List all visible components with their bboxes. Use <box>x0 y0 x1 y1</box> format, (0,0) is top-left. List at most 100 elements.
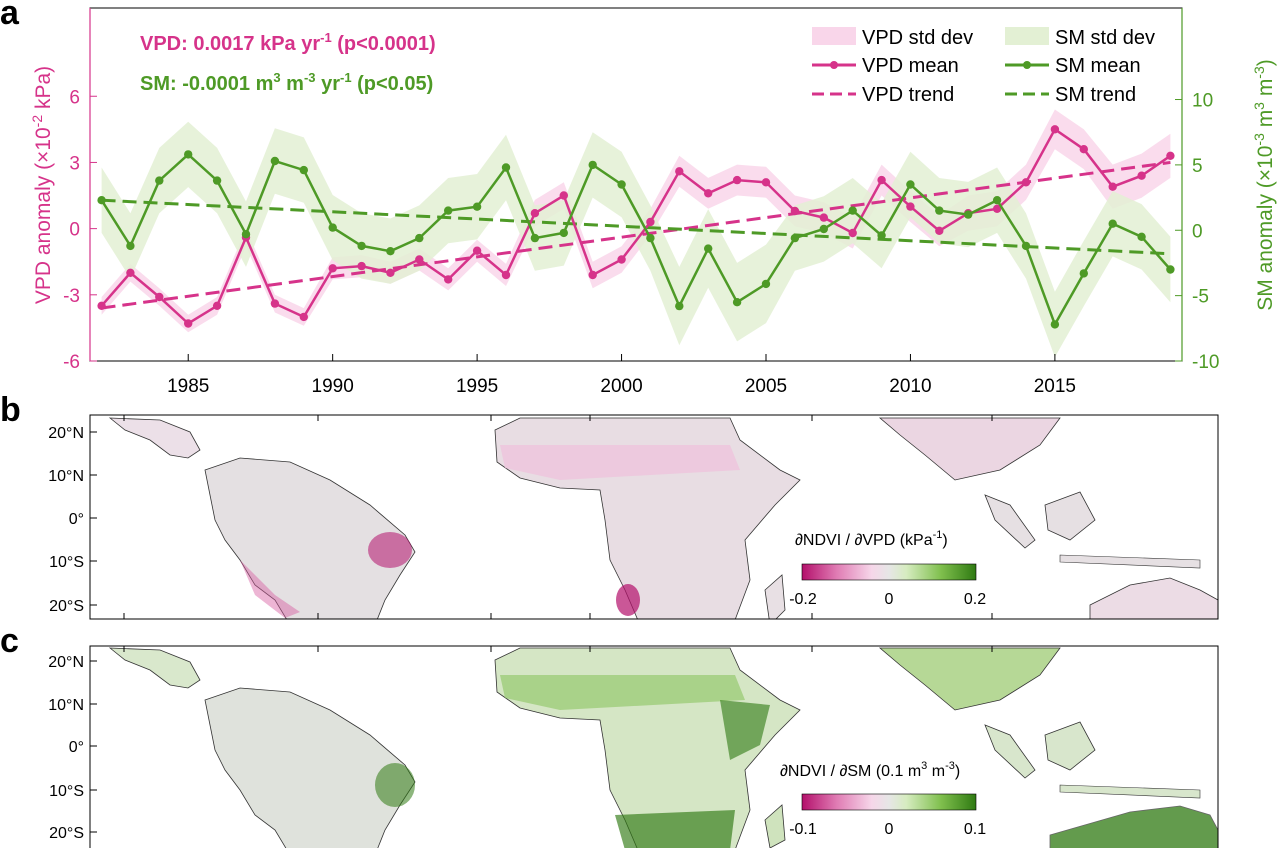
vpd-point <box>1108 182 1117 191</box>
lat-tick-label: 0° <box>69 739 84 756</box>
legend-swatch-vpd-std <box>812 27 856 45</box>
colorbar-b-tick-max: 0.2 <box>964 591 986 608</box>
vpd-point <box>935 226 944 235</box>
panel-b-frame <box>89 414 1219 620</box>
vpd-point <box>97 301 106 310</box>
map-c-brazil-hotspot <box>375 763 415 807</box>
map-c-sahel-band <box>500 675 745 710</box>
colorbar-c-tick-mid: 0 <box>885 821 894 838</box>
y-right-tick-label: 5 <box>1192 156 1203 177</box>
vpd-point <box>299 312 308 322</box>
legend-swatch-sm-std <box>1005 27 1049 45</box>
map-c-australia <box>1049 805 1218 848</box>
panel-b-map: 20°N 10°N 0° 10°S 20°S ∂NDVI / ∂VPD (kPa-1) … <box>48 414 1219 620</box>
sm-point <box>1137 232 1146 241</box>
map-b-central-america <box>108 417 201 459</box>
sm-point <box>646 233 655 243</box>
panel-a-timeseries: 1985 1990 1995 2000 2005 2010 2015 -6 -3 0 3 6 -10 -5… <box>29 7 1277 397</box>
map-c-borneo <box>1044 721 1096 771</box>
panel-c-map: 20°N 10°N 0° 10°S 20°S ∂NDVI / ∂SM (0.1 m3 m… <box>48 645 1219 848</box>
colorbar-b-tick-min: -0.2 <box>789 591 817 608</box>
map-b-sahel-band <box>500 445 740 480</box>
x-tick-label: 2000 <box>600 376 642 397</box>
sm-point <box>1166 265 1175 274</box>
y-right-tick-label: 0 <box>1192 221 1203 242</box>
vpd-point <box>212 301 222 310</box>
map-b-india <box>878 417 1061 481</box>
sm-point <box>328 223 337 232</box>
sm-point <box>1108 219 1117 228</box>
vpd-point <box>328 264 337 273</box>
legend-label-vpd-trend: VPD trend <box>862 84 954 106</box>
panel-letter-c: c <box>0 622 19 660</box>
x-tick-label: 2005 <box>745 376 787 397</box>
sm-point <box>530 233 540 243</box>
sm-point <box>877 231 886 240</box>
x-tick-label: 2010 <box>889 376 931 397</box>
trend-lines <box>101 160 1171 310</box>
sm-point <box>126 241 135 251</box>
sm-point <box>501 163 511 172</box>
vpd-point <box>530 209 540 218</box>
map-c-sumatra <box>984 724 1036 779</box>
vpd-point <box>444 275 453 284</box>
vpd-point <box>617 255 626 264</box>
y-right-tick-label: 10 <box>1192 91 1213 112</box>
colorbar-b-gradient <box>801 563 977 581</box>
vpd-point <box>126 268 135 277</box>
colorbar-b-tick-mid: 0 <box>885 591 894 608</box>
sm-point <box>415 233 424 243</box>
sm-point <box>155 176 164 185</box>
sm-point <box>444 206 453 215</box>
x-tick-label: 1985 <box>167 376 209 397</box>
vpd-point <box>646 217 655 227</box>
vpd-point <box>1050 125 1060 134</box>
vpd-point <box>675 167 684 176</box>
lat-tick-label: 20°S <box>49 825 84 842</box>
panel-c-lat-ticks: 20°N 10°N 0° 10°S 20°S <box>48 646 1219 842</box>
map-b-south-america <box>204 457 416 619</box>
legend-marker-vpd-mean <box>830 61 838 69</box>
map-c-south-america <box>204 687 416 848</box>
colorbar-c-tick-min: -0.1 <box>789 821 817 838</box>
std-bands <box>101 109 1171 358</box>
map-b-sumatra <box>984 494 1036 549</box>
map-c-east-africa-hotspot <box>720 700 770 760</box>
panel-letter-b: b <box>0 391 21 429</box>
legend-label-vpd-mean: VPD mean <box>862 55 959 77</box>
vpd-point <box>588 270 597 280</box>
sm-point <box>761 279 771 289</box>
sm-point <box>386 247 395 256</box>
vpd-point <box>415 255 424 264</box>
map-c-india <box>878 647 1061 711</box>
sm-point <box>184 150 193 159</box>
sm-point <box>559 228 568 238</box>
vpd-point <box>559 191 568 200</box>
colorbar-b-label: ∂NDVI / ∂VPD (kPa-1) <box>795 529 948 549</box>
y-left-tick-label: 6 <box>69 87 80 108</box>
axes: 1985 1990 1995 2000 2005 2010 2015 -6 -3 0 3 6 -10 -5… <box>63 8 1219 397</box>
y-left-tick-label: -6 <box>63 352 80 373</box>
vpd-point <box>848 228 857 238</box>
vpd-point <box>501 270 511 280</box>
map-c-southern-africa <box>615 810 735 848</box>
sm-point <box>357 241 366 251</box>
vpd-point <box>1079 145 1089 154</box>
sm-point <box>1079 269 1089 278</box>
lat-tick-label: 10°N <box>48 468 84 485</box>
sm-point <box>992 196 1002 205</box>
vpd-point <box>357 261 366 271</box>
map-c-central-america <box>108 647 201 689</box>
map-c-indonesia-arc <box>1059 784 1201 799</box>
panel-c-land <box>108 647 1218 848</box>
legend: VPD std dev SM std dev VPD mean SM mean … <box>812 27 1155 106</box>
map-c-madagascar <box>764 804 786 848</box>
sm-point <box>270 156 280 166</box>
sm-point <box>588 160 597 170</box>
vpd-point <box>992 204 1002 213</box>
vpd-point <box>819 213 828 222</box>
sm-point <box>472 202 482 211</box>
sm-point <box>675 301 684 311</box>
map-b-australia <box>1089 577 1218 619</box>
